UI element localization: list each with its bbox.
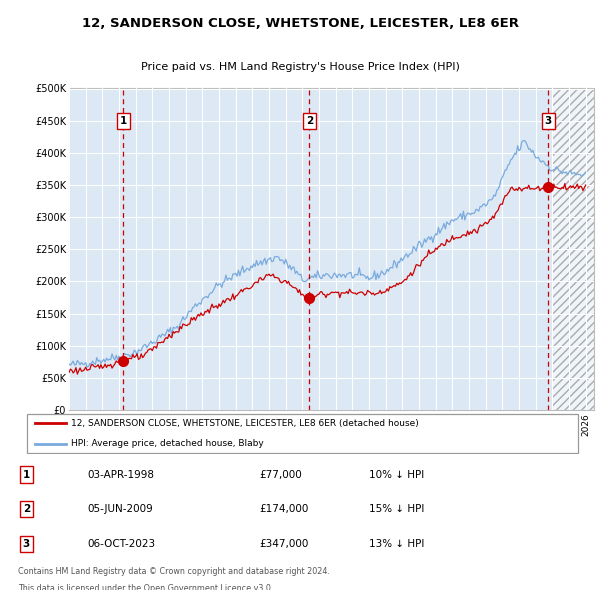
Text: 1: 1	[23, 470, 30, 480]
Bar	[553, 88, 594, 410]
Text: Contains HM Land Registry data © Crown copyright and database right 2024.: Contains HM Land Registry data © Crown c…	[18, 568, 329, 576]
Text: 10% ↓ HPI: 10% ↓ HPI	[369, 470, 424, 480]
Text: HPI: Average price, detached house, Blaby: HPI: Average price, detached house, Blab…	[71, 439, 264, 448]
Text: 12, SANDERSON CLOSE, WHETSTONE, LEICESTER, LE8 6ER (detached house): 12, SANDERSON CLOSE, WHETSTONE, LEICESTE…	[71, 419, 419, 428]
Text: 3: 3	[545, 116, 552, 126]
Text: 06-OCT-2023: 06-OCT-2023	[87, 539, 155, 549]
Text: £174,000: £174,000	[260, 504, 309, 514]
Text: 05-JUN-2009: 05-JUN-2009	[87, 504, 152, 514]
Text: 03-APR-1998: 03-APR-1998	[87, 470, 154, 480]
Text: £77,000: £77,000	[260, 470, 302, 480]
Text: 2: 2	[306, 116, 313, 126]
Text: £347,000: £347,000	[260, 539, 309, 549]
Text: 2: 2	[23, 504, 30, 514]
Bar	[553, 88, 594, 410]
Text: 12, SANDERSON CLOSE, WHETSTONE, LEICESTER, LE8 6ER: 12, SANDERSON CLOSE, WHETSTONE, LEICESTE…	[82, 17, 518, 30]
Text: This data is licensed under the Open Government Licence v3.0.: This data is licensed under the Open Gov…	[18, 584, 273, 590]
Text: 13% ↓ HPI: 13% ↓ HPI	[369, 539, 424, 549]
Text: Price paid vs. HM Land Registry's House Price Index (HPI): Price paid vs. HM Land Registry's House …	[140, 61, 460, 71]
Text: 1: 1	[119, 116, 127, 126]
Text: 15% ↓ HPI: 15% ↓ HPI	[369, 504, 424, 514]
FancyBboxPatch shape	[27, 414, 578, 453]
Text: 3: 3	[23, 539, 30, 549]
